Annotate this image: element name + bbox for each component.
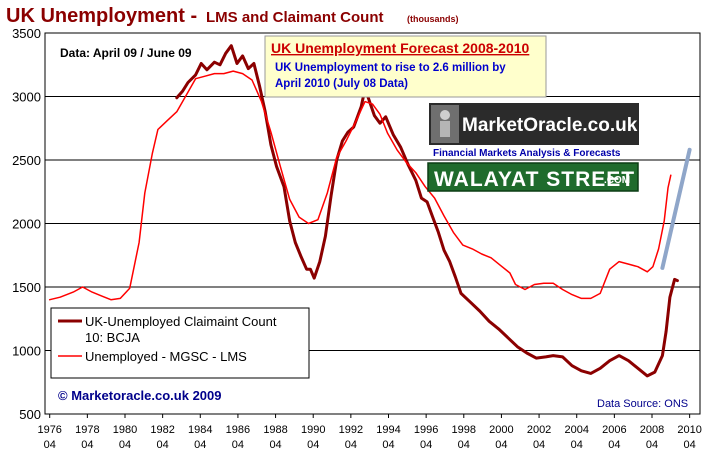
- chart-title-suffix: LMS and Claimant Count: [206, 9, 384, 26]
- marketoracle-tagline: Financial Markets Analysis & Forecasts: [433, 148, 621, 159]
- legend-label-claimant-2: 10: BCJA: [85, 330, 140, 345]
- x-axis: 1976 04 1978 04 1980 04 1982 04 1984 04 1986 04 1988…: [37, 414, 702, 451]
- y-tick-label: 500: [19, 407, 41, 422]
- x-tick-label-year: 1992: [339, 424, 363, 436]
- x-tick-label-year: 1986: [226, 424, 250, 436]
- x-tick-label-year: 1980: [113, 424, 137, 436]
- x-tick-label-year: 1984: [188, 424, 212, 436]
- y-tick-label: 1500: [12, 280, 41, 295]
- forecast-annotation: UK Unemployment Forecast 2008-2010 UK Un…: [264, 35, 547, 98]
- x-tick-label-year: 1982: [150, 424, 174, 436]
- x-tick-label-month: 04: [157, 439, 169, 451]
- series-line-claimant-count: [175, 44, 679, 378]
- x-tick-label-year: 2008: [640, 424, 664, 436]
- walayat-street-logo: WALAYAT STREET .COM: [427, 162, 639, 192]
- legend: UK-Unemployed Claimaint Count 10: BCJA U…: [50, 307, 310, 379]
- x-tick-label-year: 2000: [489, 424, 513, 436]
- x-tick-label-month: 04: [608, 439, 620, 451]
- series-layer: [48, 44, 692, 378]
- x-tick-label-month: 04: [684, 439, 696, 451]
- marketoracle-logo-bg: [429, 103, 639, 145]
- x-tick-label-year: 1994: [376, 424, 400, 436]
- x-tick-label-year: 1996: [414, 424, 438, 436]
- x-tick-label-month: 04: [81, 439, 93, 451]
- data-source: Data Source: ONS: [597, 398, 688, 410]
- x-tick-label-year: 1976: [37, 424, 61, 436]
- x-tick-label-month: 04: [382, 439, 394, 451]
- x-tick-label-year: 1978: [75, 424, 99, 436]
- marketoracle-name: MarketOracle.co.uk: [462, 115, 638, 136]
- data-note: Data: April 09 / June 09: [60, 46, 192, 60]
- legend-box: [50, 307, 310, 379]
- x-tick-label-year: 1990: [301, 424, 325, 436]
- x-tick-label-month: 04: [269, 439, 281, 451]
- y-axis: 500 1000 1500 2000 2500 3000 3500: [12, 26, 41, 422]
- x-tick-label-month: 04: [533, 439, 545, 451]
- x-tick-label-year: 2002: [527, 424, 551, 436]
- y-tick-label: 1000: [12, 344, 41, 359]
- x-tick-label-month: 04: [495, 439, 507, 451]
- x-tick-label-month: 04: [571, 439, 583, 451]
- x-tick-label-year: 1998: [452, 424, 476, 436]
- marketoracle-logo: MarketOracle.co.uk Financial Markets Ana…: [429, 103, 639, 159]
- x-tick-label-year: 1988: [263, 424, 287, 436]
- y-tick-label: 3000: [12, 90, 41, 105]
- legend-label-lms: Unemployed - MGSC - LMS: [85, 349, 247, 364]
- forecast-box: [264, 35, 547, 98]
- x-tick-label-month: 04: [646, 439, 658, 451]
- x-tick-label-month: 04: [420, 439, 432, 451]
- forecast-line-1: UK Unemployment to rise to 2.6 million b…: [275, 62, 506, 74]
- legend-label-claimant-1: UK-Unemployed Claimaint Count: [85, 314, 277, 329]
- copyright: © Marketoracle.co.uk 2009: [58, 388, 222, 403]
- forecast-line-2: April 2010 (July 08 Data): [275, 78, 408, 90]
- x-tick-label-month: 04: [307, 439, 319, 451]
- series-line-lms: [48, 70, 672, 301]
- x-tick-label-year: 2004: [564, 424, 588, 436]
- x-tick-label-month: 04: [345, 439, 357, 451]
- forecast-line: [660, 147, 692, 270]
- x-tick-label-month: 04: [194, 439, 206, 451]
- walayat-suffix: .COM: [604, 175, 630, 186]
- chart-title: UK Unemployment -: [6, 5, 197, 27]
- y-tick-label: 2000: [12, 217, 41, 232]
- x-tick-label-month: 04: [44, 439, 56, 451]
- forecast-title: UK Unemployment Forecast 2008-2010: [271, 40, 530, 56]
- y-tick-label: 3500: [12, 26, 41, 41]
- x-tick-label-month: 04: [119, 439, 131, 451]
- x-tick-label-year: 2006: [602, 424, 626, 436]
- walayat-name: WALAYAT STREET: [434, 168, 635, 191]
- y-tick-label: 2500: [12, 153, 41, 168]
- walayat-logo-bg: [427, 162, 639, 192]
- x-tick-label-year: 2010: [677, 424, 701, 436]
- chart-title-unit: (thousands): [407, 14, 459, 24]
- x-tick-label-month: 04: [232, 439, 244, 451]
- x-tick-label-month: 04: [458, 439, 470, 451]
